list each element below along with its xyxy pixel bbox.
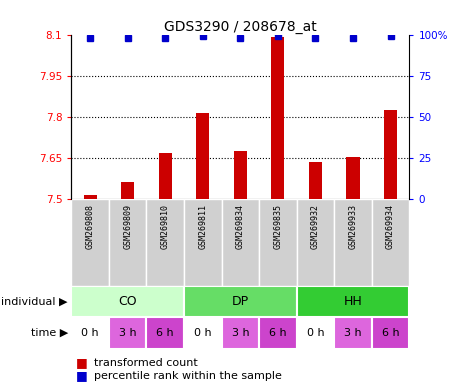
Bar xyxy=(258,317,296,349)
Bar xyxy=(271,37,284,199)
Bar xyxy=(71,317,109,349)
Bar xyxy=(308,162,321,199)
Bar xyxy=(109,199,146,286)
Text: GSM269834: GSM269834 xyxy=(235,204,244,249)
Bar xyxy=(146,199,184,286)
Text: time ▶: time ▶ xyxy=(31,328,68,338)
Text: 3 h: 3 h xyxy=(118,328,136,338)
Bar xyxy=(346,157,359,199)
Bar xyxy=(121,182,134,199)
Bar xyxy=(158,153,171,199)
Bar xyxy=(184,199,221,286)
Text: GSM269835: GSM269835 xyxy=(273,204,282,249)
Bar xyxy=(334,199,371,286)
Bar xyxy=(296,199,334,286)
Bar xyxy=(184,317,221,349)
Text: 0 h: 0 h xyxy=(81,328,99,338)
Text: DP: DP xyxy=(231,295,248,308)
Bar xyxy=(371,199,409,286)
Text: GSM269810: GSM269810 xyxy=(160,204,169,249)
Bar xyxy=(71,286,184,317)
Text: GSM269934: GSM269934 xyxy=(385,204,394,249)
Text: GSM269811: GSM269811 xyxy=(198,204,207,249)
Text: 3 h: 3 h xyxy=(343,328,361,338)
Text: transformed count: transformed count xyxy=(94,358,198,368)
Text: percentile rank within the sample: percentile rank within the sample xyxy=(94,371,281,381)
Text: 0 h: 0 h xyxy=(306,328,324,338)
Bar xyxy=(221,199,258,286)
Text: GSM269933: GSM269933 xyxy=(348,204,357,249)
Text: HH: HH xyxy=(343,295,362,308)
Bar xyxy=(233,151,246,199)
Bar xyxy=(371,317,409,349)
Bar xyxy=(71,199,109,286)
Text: 0 h: 0 h xyxy=(194,328,211,338)
Text: GSM269932: GSM269932 xyxy=(310,204,319,249)
Bar xyxy=(109,317,146,349)
Text: CO: CO xyxy=(118,295,137,308)
Bar xyxy=(146,317,184,349)
Text: 3 h: 3 h xyxy=(231,328,249,338)
Bar xyxy=(184,286,296,317)
Bar xyxy=(296,286,409,317)
Text: 6 h: 6 h xyxy=(156,328,174,338)
Text: GSM269808: GSM269808 xyxy=(85,204,95,249)
Text: 6 h: 6 h xyxy=(269,328,286,338)
Bar xyxy=(334,317,371,349)
Bar xyxy=(196,113,209,199)
Bar xyxy=(258,199,296,286)
Title: GDS3290 / 208678_at: GDS3290 / 208678_at xyxy=(163,20,316,33)
Text: 6 h: 6 h xyxy=(381,328,398,338)
Text: individual ▶: individual ▶ xyxy=(1,296,68,306)
Text: GSM269809: GSM269809 xyxy=(123,204,132,249)
Bar xyxy=(84,195,96,199)
Bar xyxy=(383,110,396,199)
Text: ■: ■ xyxy=(76,356,88,369)
Bar xyxy=(296,317,334,349)
Bar xyxy=(221,317,258,349)
Text: ■: ■ xyxy=(76,369,88,382)
